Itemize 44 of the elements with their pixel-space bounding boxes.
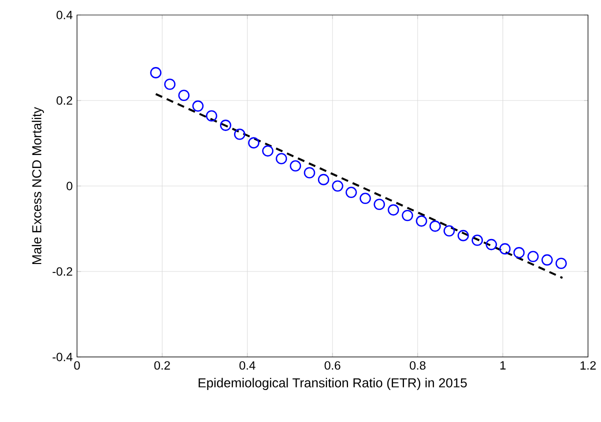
point bbox=[486, 238, 497, 250]
point bbox=[541, 254, 553, 266]
y-tick-label: -0.4 bbox=[52, 352, 72, 362]
point bbox=[234, 128, 246, 140]
point bbox=[276, 152, 288, 164]
point bbox=[388, 204, 400, 216]
point bbox=[318, 174, 330, 186]
point bbox=[360, 192, 371, 204]
point bbox=[556, 258, 567, 270]
y-tick-label: -0.2 bbox=[52, 267, 72, 276]
point bbox=[527, 250, 539, 262]
point bbox=[150, 67, 162, 78]
x-tick-label: 0 bbox=[74, 361, 80, 370]
point bbox=[458, 230, 469, 242]
x-axis-title: Epidemiological Transition Ratio (ETR) in 2015 bbox=[198, 378, 467, 390]
point bbox=[304, 167, 316, 178]
point bbox=[164, 78, 176, 90]
point bbox=[248, 137, 260, 148]
point bbox=[416, 215, 428, 227]
point bbox=[332, 180, 344, 192]
x-tick-label: 1.2 bbox=[580, 361, 596, 370]
y-axis-title: Male Excess NCD Mortality bbox=[32, 106, 44, 264]
point bbox=[499, 243, 511, 254]
point bbox=[206, 110, 218, 122]
x-tick-label: 0.2 bbox=[154, 361, 170, 370]
point bbox=[178, 90, 190, 102]
point bbox=[513, 247, 525, 258]
point bbox=[444, 225, 455, 237]
point bbox=[220, 120, 232, 131]
x-tick-label: 0.8 bbox=[410, 361, 426, 370]
x-tick-label: 1 bbox=[500, 361, 506, 370]
y-tick-label: 0.2 bbox=[56, 96, 72, 105]
x-tick-label: 0.4 bbox=[239, 361, 256, 370]
point bbox=[402, 210, 414, 222]
point bbox=[429, 220, 441, 232]
point bbox=[472, 234, 483, 246]
point bbox=[346, 186, 357, 198]
point bbox=[192, 100, 204, 112]
point bbox=[290, 160, 302, 172]
y-tick-label: 0.4 bbox=[56, 10, 72, 20]
point bbox=[262, 145, 274, 157]
y-tick-label: 0 bbox=[66, 182, 72, 190]
x-tick-label: 0.6 bbox=[324, 361, 340, 370]
point bbox=[374, 198, 385, 210]
